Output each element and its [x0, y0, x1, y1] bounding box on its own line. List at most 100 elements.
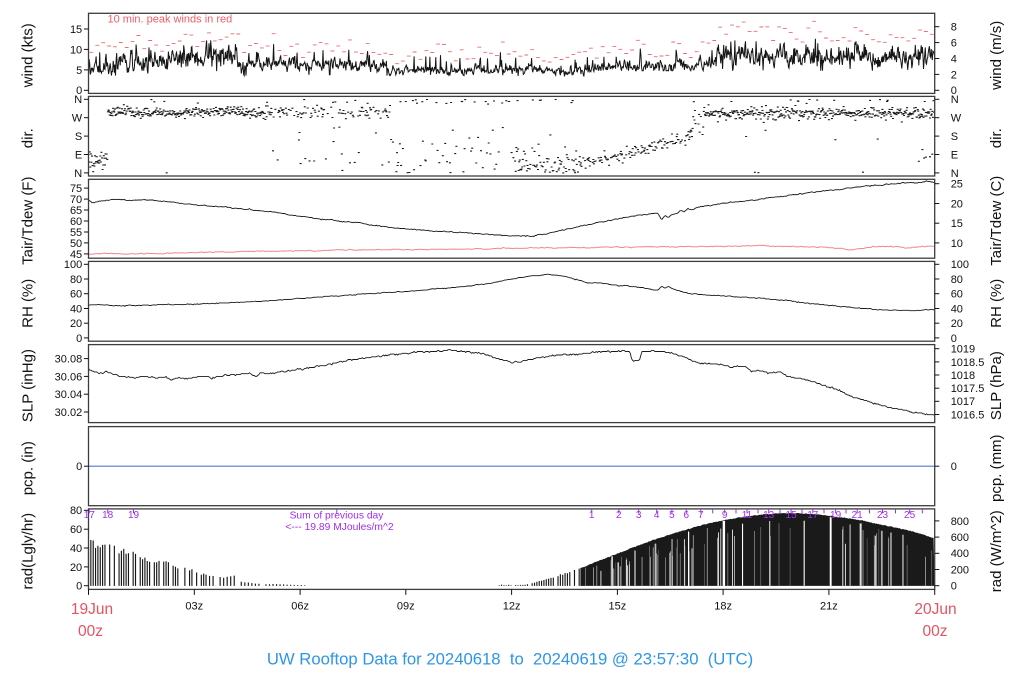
svg-text:19: 19	[128, 510, 140, 521]
svg-text:15: 15	[70, 24, 82, 36]
svg-text:<--- 19.89 MJoules/m^2: <--- 19.89 MJoules/m^2	[285, 522, 393, 533]
svg-text:06z: 06z	[291, 601, 309, 613]
svg-text:09z: 09z	[397, 601, 415, 613]
svg-text:rad(Lgly/hr): rad(Lgly/hr)	[20, 513, 37, 590]
svg-text:wind (kts): wind (kts)	[20, 23, 37, 88]
svg-text:5: 5	[669, 510, 675, 521]
svg-text:11: 11	[742, 510, 753, 521]
svg-text:75: 75	[70, 183, 82, 195]
svg-text:60: 60	[70, 524, 82, 536]
svg-text:19Jun: 19Jun	[71, 601, 113, 618]
svg-text:3: 3	[636, 510, 642, 521]
svg-text:1016.5: 1016.5	[951, 409, 985, 421]
svg-text:21: 21	[852, 510, 864, 521]
svg-text:0: 0	[951, 85, 957, 97]
svg-text:N: N	[951, 94, 959, 106]
svg-text:E: E	[951, 149, 958, 161]
svg-text:50: 50	[70, 238, 82, 250]
svg-text:S: S	[951, 131, 958, 143]
svg-text:17: 17	[807, 510, 819, 521]
svg-text:100: 100	[64, 259, 82, 271]
svg-text:0: 0	[76, 581, 82, 593]
svg-text:100: 100	[951, 259, 969, 271]
svg-text:70: 70	[70, 194, 82, 206]
svg-text:25: 25	[904, 510, 916, 521]
svg-text:W: W	[72, 113, 83, 125]
svg-text:2: 2	[616, 510, 622, 521]
svg-text:6: 6	[684, 510, 690, 521]
svg-text:80: 80	[70, 505, 82, 517]
svg-text:65: 65	[70, 205, 82, 217]
svg-text:1018.5: 1018.5	[951, 357, 985, 369]
svg-text:Sum of previous day: Sum of previous day	[290, 510, 385, 521]
svg-text:0: 0	[76, 85, 82, 97]
svg-text:4: 4	[654, 510, 660, 521]
svg-text:20: 20	[951, 198, 963, 210]
svg-text:20: 20	[70, 562, 82, 574]
svg-text:21z: 21z	[820, 601, 838, 613]
svg-text:S: S	[75, 131, 82, 143]
svg-text:10 min. peak winds in red: 10 min. peak winds in red	[108, 14, 233, 26]
svg-text:8: 8	[951, 22, 957, 34]
svg-text:00z: 00z	[78, 623, 103, 640]
svg-text:1: 1	[589, 510, 595, 521]
svg-text:400: 400	[951, 548, 969, 560]
svg-text:80: 80	[951, 274, 963, 286]
svg-text:40: 40	[70, 543, 82, 555]
svg-text:6: 6	[951, 38, 957, 50]
svg-text:4: 4	[951, 53, 957, 65]
svg-text:25: 25	[951, 179, 963, 191]
svg-text:45: 45	[70, 249, 82, 261]
svg-text:0: 0	[76, 333, 82, 345]
svg-text:55: 55	[70, 227, 82, 239]
svg-text:20Jun: 20Jun	[914, 601, 956, 618]
svg-text:SLP (inHg): SLP (inHg)	[20, 349, 37, 422]
svg-text:40: 40	[70, 303, 82, 315]
svg-text:60: 60	[951, 289, 963, 301]
svg-text:pcp. (mm): pcp. (mm)	[988, 434, 1005, 502]
svg-text:Tair/Tdew (F): Tair/Tdew (F)	[20, 177, 37, 265]
svg-text:N: N	[951, 168, 959, 180]
svg-text:00z: 00z	[923, 623, 948, 640]
svg-text:wind (m/s): wind (m/s)	[988, 21, 1005, 91]
svg-text:1018: 1018	[951, 370, 975, 382]
svg-text:30.08: 30.08	[55, 354, 83, 366]
svg-text:5: 5	[76, 65, 82, 77]
svg-text:40: 40	[951, 303, 963, 315]
svg-text:18: 18	[102, 510, 114, 521]
svg-text:20: 20	[951, 318, 963, 330]
svg-text:9: 9	[722, 510, 728, 521]
svg-text:30.04: 30.04	[55, 389, 83, 401]
svg-text:60: 60	[70, 289, 82, 301]
svg-text:03z: 03z	[185, 601, 203, 613]
svg-text:E: E	[75, 149, 82, 161]
svg-text:15: 15	[951, 218, 963, 230]
svg-text:7: 7	[698, 510, 704, 521]
svg-text:20: 20	[70, 318, 82, 330]
svg-text:80: 80	[70, 274, 82, 286]
svg-text:800: 800	[951, 516, 969, 528]
svg-text:12z: 12z	[503, 601, 521, 613]
svg-text:200: 200	[951, 564, 969, 576]
svg-text:N: N	[74, 94, 82, 106]
svg-text:2: 2	[951, 69, 957, 81]
svg-text:10: 10	[951, 238, 963, 250]
svg-text:60: 60	[70, 216, 82, 228]
svg-text:0: 0	[951, 461, 957, 473]
svg-text:dir.: dir.	[20, 128, 37, 148]
svg-text:30.02: 30.02	[55, 407, 83, 419]
svg-text:1019: 1019	[951, 344, 975, 356]
svg-text:600: 600	[951, 532, 969, 544]
svg-text:dir.: dir.	[988, 128, 1005, 148]
svg-text:13: 13	[763, 510, 775, 521]
svg-text:rad (W/m^2): rad (W/m^2)	[988, 510, 1005, 592]
svg-text:0: 0	[76, 461, 82, 473]
svg-text:0: 0	[951, 333, 957, 345]
svg-text:10: 10	[70, 44, 82, 56]
svg-text:SLP (hPa): SLP (hPa)	[988, 351, 1005, 420]
svg-text:15: 15	[786, 510, 798, 521]
svg-text:19: 19	[830, 510, 842, 521]
svg-text:Tair/Tdew (C): Tair/Tdew (C)	[988, 176, 1005, 266]
svg-text:1017.5: 1017.5	[951, 383, 985, 395]
svg-text:30.06: 30.06	[55, 371, 83, 383]
